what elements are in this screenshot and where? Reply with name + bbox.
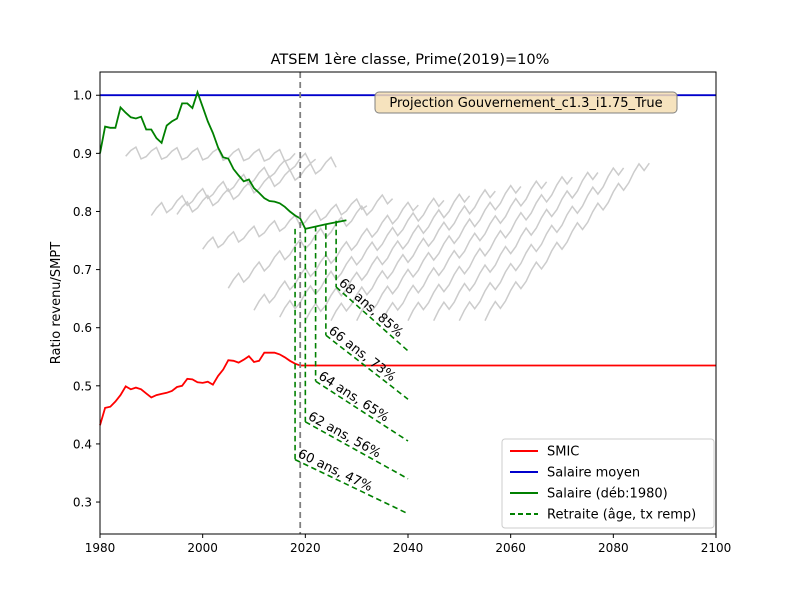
chart-title: ATSEM 1ère classe, Prime(2019)=10% (271, 52, 550, 68)
background-curve-10 (381, 179, 548, 322)
background-curve-11 (407, 175, 573, 322)
background-curve-0 (125, 145, 296, 163)
x-tick-label-3: 2040 (393, 541, 424, 555)
y-tick-label-3: 0.6 (73, 321, 92, 335)
background-curve-2 (176, 156, 337, 215)
retirement-line-1 (304, 421, 409, 480)
y-tick-label-2: 0.5 (73, 379, 92, 393)
annotation-box: Projection Gouvernement_c1.3_i1.75_True (374, 91, 678, 114)
background-curve-5 (253, 201, 419, 311)
legend-frame (501, 438, 715, 529)
series-line-0 (99, 351, 716, 426)
background-curve-8 (330, 188, 496, 322)
background-curve-7 (304, 192, 471, 322)
y-tick-label-0: 0.3 (73, 496, 92, 510)
background-curve-4 (227, 193, 394, 289)
annotation-box-background (374, 91, 678, 114)
legend: SMIC Salaire moyen Salaire (déb:1980) Retra… (501, 438, 715, 529)
legend-label-0: SMIC (547, 445, 579, 460)
x-tick-label-6: 2100 (701, 541, 732, 555)
y-tick-label-6: 0.9 (73, 147, 92, 161)
x-tick-label-4: 2060 (495, 541, 526, 555)
legend-label-1: Salaire moyen (547, 466, 640, 481)
retirement-line-0 (294, 458, 409, 515)
background-curve-1 (150, 152, 317, 216)
background-curve-9 (356, 184, 522, 322)
background-curve-12 (433, 171, 599, 322)
annotation-text: Projection Gouvernement_c1.3_i1.75_True (389, 96, 662, 111)
y-tick-label-7: 1.0 (73, 89, 92, 103)
background-curve-14 (484, 162, 650, 322)
legend-label-2: Salaire (déb:1980) (547, 487, 668, 502)
retirement-label-4: 68 ans, 85% (335, 276, 405, 341)
y-axis-label: Ratio revenu/SMPT (49, 242, 64, 364)
legend-label-3: Retraite (âge, tx remp) (547, 508, 696, 523)
y-tick-label-1: 0.4 (73, 437, 92, 451)
series-line-2 (99, 89, 347, 230)
background-curve-6 (279, 197, 445, 318)
axes: 1980 2000 2020 2040 2060 2080 2100 0.3 0.4 0.5 0.6… (73, 89, 731, 555)
background-curve-13 (458, 166, 625, 322)
x-tick-label-1: 2000 (187, 541, 218, 555)
background-salary-curves (125, 145, 650, 322)
y-tick-label-5: 0.8 (73, 205, 92, 219)
retirement-line-4 (335, 286, 409, 352)
retirement-line-2 (315, 380, 409, 442)
background-curve-3 (202, 197, 368, 250)
series-layer (99, 72, 716, 534)
x-tick-label-0: 1980 (85, 541, 116, 555)
y-tick-label-4: 0.7 (73, 263, 92, 277)
x-tick-label-2: 2020 (290, 541, 321, 555)
x-tick-label-5: 2080 (598, 541, 629, 555)
